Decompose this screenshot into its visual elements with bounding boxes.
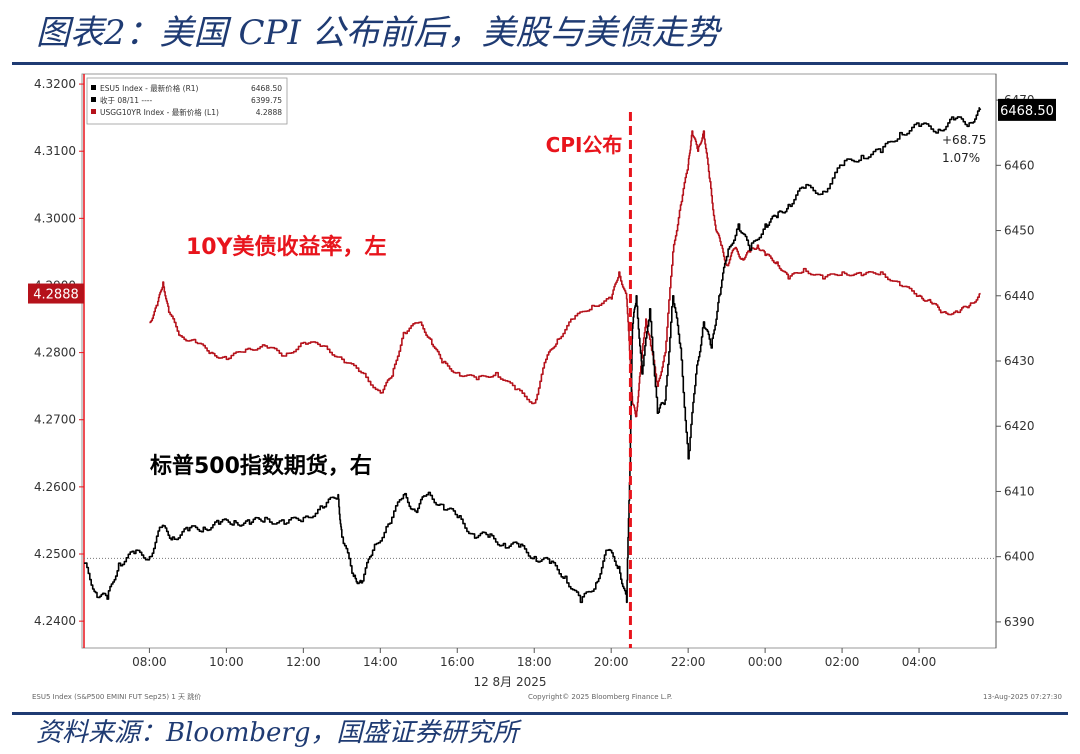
- right-axis-ticks: 647064606450644064306420641064006390: [996, 93, 1035, 629]
- legend-entry-2-name: USGG10YR Index - 最新价格 (L1): [100, 107, 219, 117]
- series-group: [84, 107, 982, 604]
- left-tick-label-2: 4.3000: [34, 211, 76, 225]
- legend-entry-1-value: 6399.75: [251, 96, 282, 105]
- right-tick-label-1: 6460: [1004, 158, 1035, 172]
- left-tick-label-0: 4.3200: [34, 77, 76, 91]
- x-tick-label-5: 18:00: [517, 655, 552, 669]
- legend-entry-1-name: 收于 08/11 ----: [100, 95, 153, 105]
- event-marker-group: CPI公布: [546, 112, 632, 648]
- x-tick-label-1: 10:00: [209, 655, 244, 669]
- change-pct-label: 1.07%: [942, 151, 980, 165]
- annotation-futures: 标普500指数期货，右: [150, 453, 372, 479]
- left-tick-label-6: 4.2600: [34, 480, 76, 494]
- x-tick-label-7: 22:00: [671, 655, 706, 669]
- x-tick-label-4: 16:00: [440, 655, 475, 669]
- legend-box: [86, 77, 288, 125]
- bottom-note-right: 13-Aug-2025 07:27:30: [983, 693, 1062, 701]
- page-title: 图表2：美国 CPI 公布前后，美股与美债走势: [36, 13, 720, 53]
- legend-swatch-1: [91, 97, 96, 102]
- left-value-badge: [28, 283, 84, 304]
- x-tick-label-0: 08:00: [132, 655, 167, 669]
- x-axis-date-label: 12 8月 2025: [473, 675, 546, 689]
- x-tick-label-6: 20:00: [594, 655, 629, 669]
- x-tick-label-9: 02:00: [825, 655, 860, 669]
- x-tick-label-3: 14:00: [363, 655, 398, 669]
- source-note: 资料来源：Bloomberg，国盛证券研究所: [36, 718, 519, 748]
- left-value-badge-text: 4.2888: [33, 288, 79, 303]
- title-rule: [12, 62, 1068, 65]
- annotation-yield: 10Y美债收益率，左: [186, 234, 387, 260]
- x-tick-label-2: 12:00: [286, 655, 321, 669]
- right-tick-label-2: 6450: [1004, 224, 1035, 238]
- left-tick-label-1: 4.3100: [34, 144, 76, 158]
- left-tick-label-5: 4.2700: [34, 413, 76, 427]
- right-tick-label-8: 6390: [1004, 615, 1035, 629]
- legend-entry-2-value: 4.2888: [256, 108, 282, 117]
- legend-swatch-0: [91, 85, 96, 90]
- left-tick-label-7: 4.2500: [34, 547, 76, 561]
- legend-entry-0-value: 6468.50: [251, 84, 282, 93]
- x-tick-label-10: 04:00: [902, 655, 937, 669]
- plot-area: [81, 73, 997, 649]
- left-axis-ticks: 4.32004.31004.30004.29004.28004.27004.26…: [34, 77, 84, 628]
- bottom-note-left: ESU5 Index (S&P500 EMINI FUT Sep25) 1 天 …: [32, 692, 201, 701]
- bottom-note-center: Copyright© 2025 Bloomberg Finance L.P.: [528, 693, 672, 701]
- left-tick-label-8: 4.2400: [34, 614, 76, 628]
- chart-canvas: 4.32004.31004.30004.29004.28004.27004.26…: [28, 73, 1062, 701]
- right-tick-label-4: 6430: [1004, 354, 1035, 368]
- cpi-marker-label: CPI公布: [546, 133, 623, 157]
- right-tick-label-5: 6420: [1004, 419, 1035, 433]
- series-line-yield: [149, 130, 981, 418]
- legend: ESU5 Index - 最新价格 (R1) 6468.50 收于 08/11 …: [86, 77, 288, 125]
- legend-entry-0-name: ESU5 Index - 最新价格 (R1): [100, 83, 199, 93]
- x-tick-label-8: 00:00: [748, 655, 783, 669]
- right-tick-label-3: 6440: [1004, 289, 1035, 303]
- footer-rule: [12, 712, 1068, 715]
- right-tick-label-6: 6410: [1004, 484, 1035, 498]
- right-value-badge: [998, 98, 1056, 121]
- right-value-badge-text: 6468.50: [1000, 104, 1054, 119]
- series-line-futures: [84, 107, 982, 604]
- change-label: +68.75: [942, 133, 986, 147]
- x-axis-ticks: 08:00 10:00 12:00 14:00 16:00 18:00 20:00 22:00…: [132, 648, 936, 669]
- right-tick-label-7: 6400: [1004, 550, 1035, 564]
- left-tick-label-4: 4.2800: [34, 346, 76, 360]
- badges-group: 4.2888 6468.50: [28, 98, 1056, 304]
- legend-swatch-2: [91, 109, 96, 114]
